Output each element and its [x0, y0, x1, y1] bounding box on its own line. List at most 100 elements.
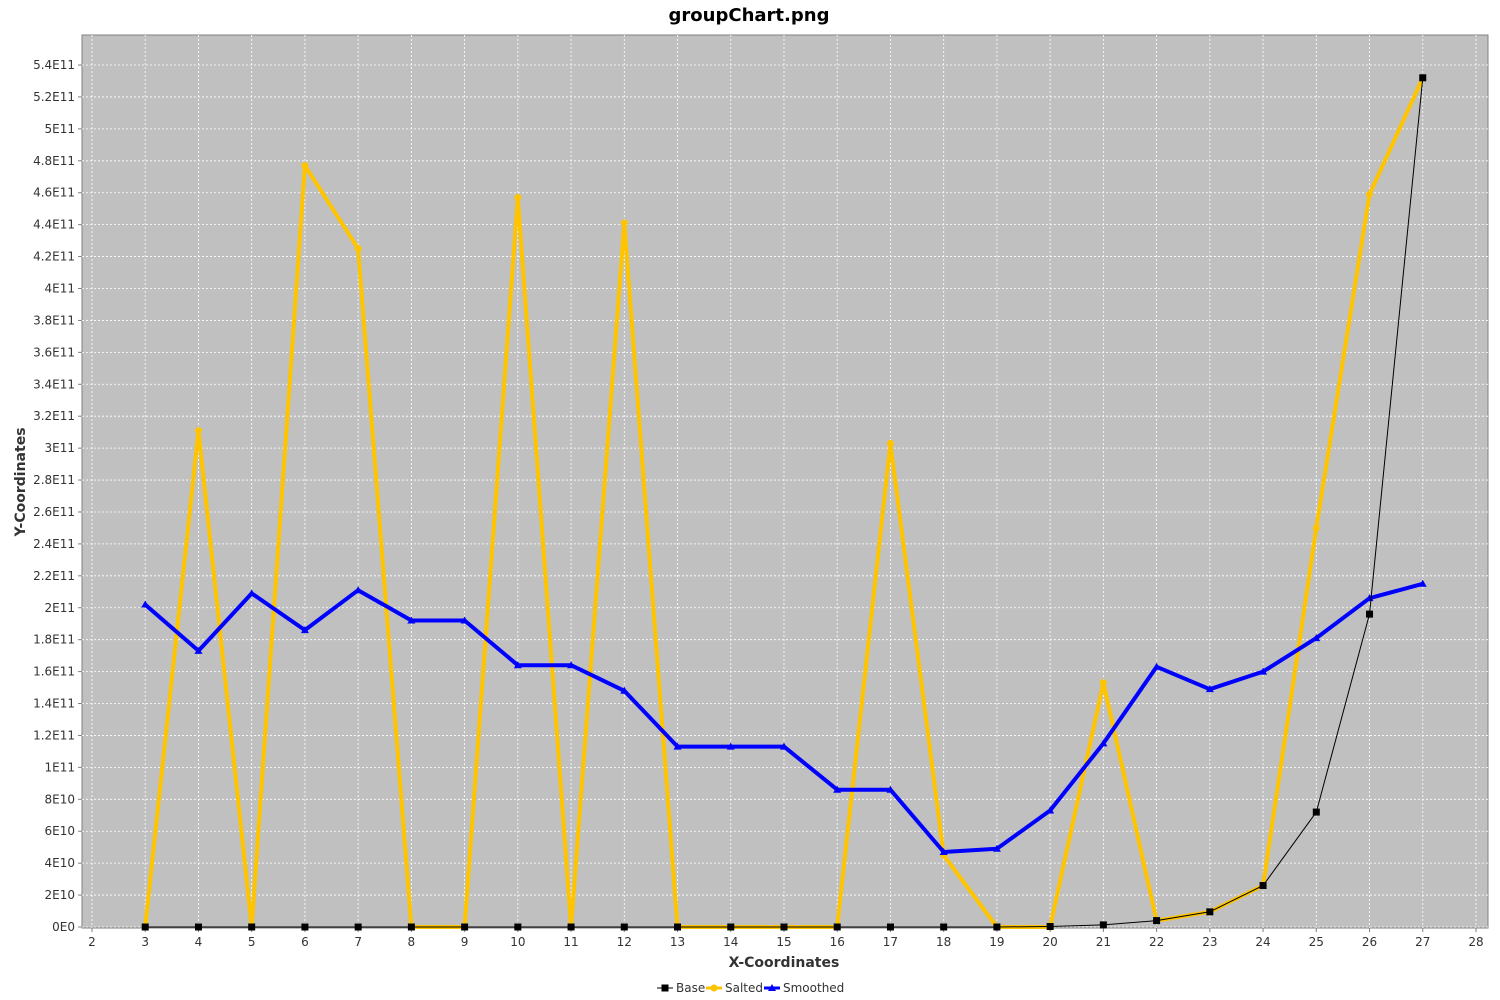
data-point-smoothed	[460, 616, 469, 624]
x-axis: 2 3 4 5 6 7 8 9 10 11 12 13 14 15 16 17 18 19 20 21 22 23 24 25…	[88, 928, 1484, 949]
y-tick-label: 4E11	[45, 282, 76, 296]
data-point-base	[674, 923, 682, 931]
y-tick-label: 5.2E11	[33, 90, 75, 104]
data-point-smoothed	[194, 646, 203, 654]
x-tick-label: 16	[830, 935, 845, 949]
x-tick-label: 6	[301, 935, 309, 949]
data-point-base	[993, 923, 1001, 931]
y-axis: 0E0 2E10 4E10 6E10 8E10 1E11 1.2E11 1.4E11 1.6E1…	[33, 58, 82, 934]
data-point-base	[1046, 923, 1054, 931]
data-point-base	[780, 923, 788, 931]
data-point-smoothed	[1418, 579, 1427, 587]
data-point-smoothed	[1046, 806, 1055, 814]
y-tick-label: 8E10	[45, 792, 76, 806]
y-tick-label: 5E11	[45, 122, 76, 136]
x-tick-label: 7	[354, 935, 362, 949]
x-tick-label: 9	[461, 935, 469, 949]
data-point-smoothed	[1152, 662, 1161, 670]
x-tick-label: 15	[776, 935, 791, 949]
x-tick-label: 21	[1096, 935, 1111, 949]
data-point-base	[620, 923, 628, 931]
legend-label-salted: Salted	[725, 981, 763, 995]
data-point-salted	[1312, 524, 1320, 532]
data-point-base	[1153, 917, 1161, 925]
data-point-smoothed	[992, 844, 1001, 852]
x-tick-label: 24	[1255, 935, 1270, 949]
x-tick-label: 2	[88, 935, 96, 949]
y-tick-label: 3.6E11	[33, 345, 75, 359]
legend: Base Salted Smoothed	[657, 981, 844, 995]
data-point-salted	[886, 439, 894, 447]
y-tick-label: 1.6E11	[33, 665, 75, 679]
data-point-base	[1366, 610, 1374, 618]
data-point-smoothed	[567, 661, 576, 669]
y-tick-label: 1.8E11	[33, 633, 75, 647]
data-point-base	[301, 923, 309, 931]
data-point-base	[461, 923, 469, 931]
data-point-base	[248, 923, 256, 931]
data-point-smoothed	[141, 600, 150, 608]
data-point-smoothed	[1099, 739, 1108, 747]
y-tick-label: 1E11	[45, 760, 76, 774]
x-tick-label: 18	[936, 935, 951, 949]
data-point-base	[141, 923, 149, 931]
data-point-base	[194, 923, 202, 931]
y-axis-label: Y-Coordinates	[13, 427, 29, 537]
x-tick-label: 23	[1202, 935, 1217, 949]
x-tick-label: 4	[195, 935, 203, 949]
series-base	[141, 74, 1427, 931]
data-point-smoothed	[247, 589, 256, 597]
data-point-smoothed	[1259, 667, 1268, 675]
x-tick-label: 25	[1309, 935, 1324, 949]
data-point-smoothed	[1205, 685, 1214, 693]
data-point-base	[886, 923, 894, 931]
x-axis-label: X-Coordinates	[729, 955, 840, 971]
y-tick-label: 2.6E11	[33, 505, 75, 519]
y-tick-label: 2.2E11	[33, 569, 75, 583]
legend-label-smoothed: Smoothed	[783, 981, 844, 995]
y-tick-label: 6E10	[45, 824, 76, 838]
data-point-smoothed	[1312, 634, 1321, 642]
data-point-smoothed	[1365, 594, 1374, 602]
y-tick-label: 0E0	[52, 920, 75, 934]
y-tick-label: 2E11	[45, 601, 76, 615]
data-point-base	[940, 923, 948, 931]
data-point-smoothed	[407, 616, 416, 624]
x-tick-label: 26	[1362, 935, 1377, 949]
y-tick-label: 4E10	[45, 856, 76, 870]
data-point-base	[1259, 881, 1267, 889]
y-tick-label: 4.4E11	[33, 218, 75, 232]
data-point-smoothed	[939, 847, 948, 855]
data-point-smoothed	[673, 742, 682, 750]
x-tick-label: 3	[141, 935, 149, 949]
legend-marker-salted	[710, 984, 718, 992]
data-point-smoothed	[620, 686, 629, 694]
data-point-base	[1419, 74, 1427, 82]
data-point-smoothed	[886, 785, 895, 793]
y-tick-label: 1.2E11	[33, 728, 75, 742]
x-tick-label: 5	[248, 935, 256, 949]
x-tick-label: 13	[670, 935, 685, 949]
x-tick-label: 17	[883, 935, 898, 949]
series-layer	[141, 74, 1427, 931]
data-point-smoothed	[354, 586, 363, 594]
x-tick-label: 28	[1468, 935, 1483, 949]
y-tick-label: 4.2E11	[33, 250, 75, 264]
legend-marker-smoothed	[768, 984, 776, 991]
x-tick-label: 14	[723, 935, 738, 949]
legend-marker-base	[661, 984, 669, 992]
data-point-salted	[354, 245, 362, 253]
data-point-base	[354, 923, 362, 931]
x-tick-label: 8	[408, 935, 416, 949]
grid-lines	[82, 35, 1488, 928]
data-point-salted	[514, 194, 522, 202]
data-point-base	[1206, 908, 1214, 916]
data-point-smoothed	[833, 785, 842, 793]
data-point-smoothed	[513, 661, 522, 669]
data-point-smoothed	[779, 742, 788, 750]
data-point-base	[567, 923, 575, 931]
x-tick-label: 19	[989, 935, 1004, 949]
x-tick-label: 20	[1042, 935, 1057, 949]
data-point-salted	[1366, 190, 1374, 198]
